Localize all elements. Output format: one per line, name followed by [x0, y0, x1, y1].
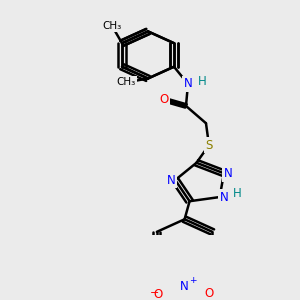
Text: CH₃: CH₃: [116, 77, 136, 87]
Text: S: S: [205, 139, 213, 152]
Text: −: −: [150, 288, 159, 298]
Text: O: O: [205, 286, 214, 300]
Text: N: N: [180, 280, 189, 293]
Text: N: N: [167, 173, 175, 187]
Text: N: N: [224, 167, 233, 180]
Text: N: N: [220, 190, 228, 204]
Text: CH₃: CH₃: [102, 21, 122, 31]
Text: H: H: [198, 75, 206, 88]
Text: O: O: [159, 93, 169, 106]
Text: +: +: [189, 276, 196, 285]
Text: H: H: [233, 187, 242, 200]
Text: N: N: [184, 77, 192, 91]
Text: O: O: [153, 288, 163, 300]
